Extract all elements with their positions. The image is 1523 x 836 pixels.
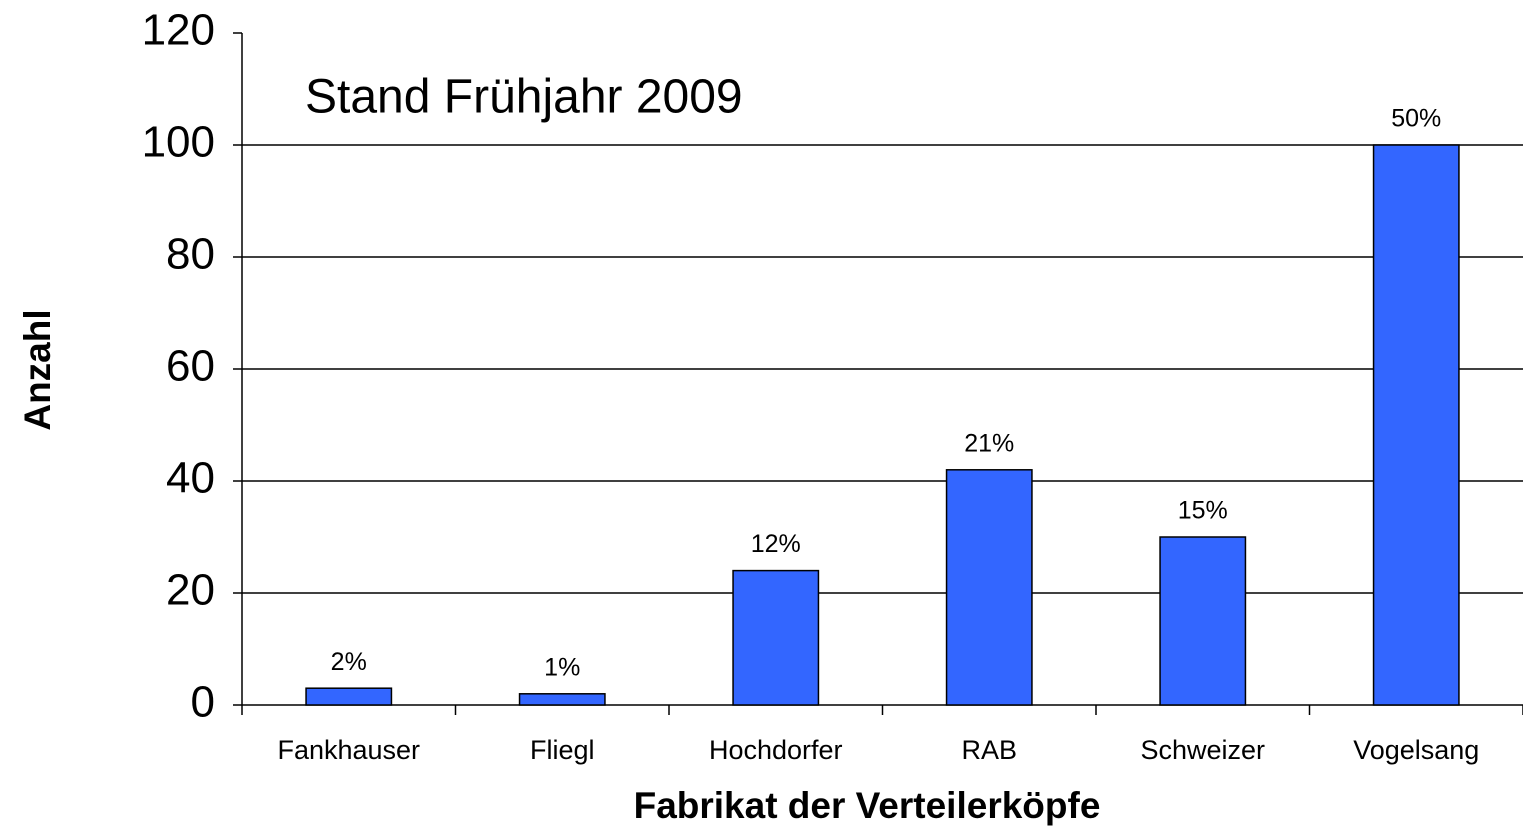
y-axis-label: Anzahl	[17, 309, 58, 430]
y-tick-label: 40	[166, 454, 215, 503]
bar	[732, 569, 820, 706]
value-label: 21%	[964, 429, 1014, 457]
x-tick-label: Schweizer	[1140, 735, 1265, 765]
x-tick-label: Vogelsang	[1353, 735, 1479, 765]
y-tick-label: 0	[191, 678, 215, 727]
value-label: 50%	[1391, 105, 1441, 133]
x-tick-label: RAB	[961, 735, 1017, 765]
bar	[1372, 144, 1460, 706]
chart-title: Stand Frühjahr 2009	[305, 71, 743, 124]
x-tick-label: Fankhauser	[277, 735, 420, 765]
y-tick-label: 60	[166, 342, 215, 391]
y-tick-label: 80	[166, 230, 215, 279]
bar	[1159, 536, 1247, 706]
y-tick-label: 20	[166, 566, 215, 615]
y-tick-label: 100	[142, 118, 215, 167]
x-axis-label: Fabrikat der Verteilerköpfe	[634, 785, 1101, 826]
bar	[945, 469, 1033, 706]
value-label: 12%	[751, 530, 801, 558]
y-tick-label: 120	[142, 6, 215, 55]
bar	[305, 687, 393, 706]
value-label: 1%	[544, 653, 580, 681]
value-label: 2%	[331, 648, 367, 676]
x-tick-label: Hochdorfer	[709, 735, 843, 765]
value-label: 15%	[1178, 497, 1228, 525]
bar	[518, 693, 606, 706]
x-tick-label: Fliegl	[530, 735, 595, 765]
